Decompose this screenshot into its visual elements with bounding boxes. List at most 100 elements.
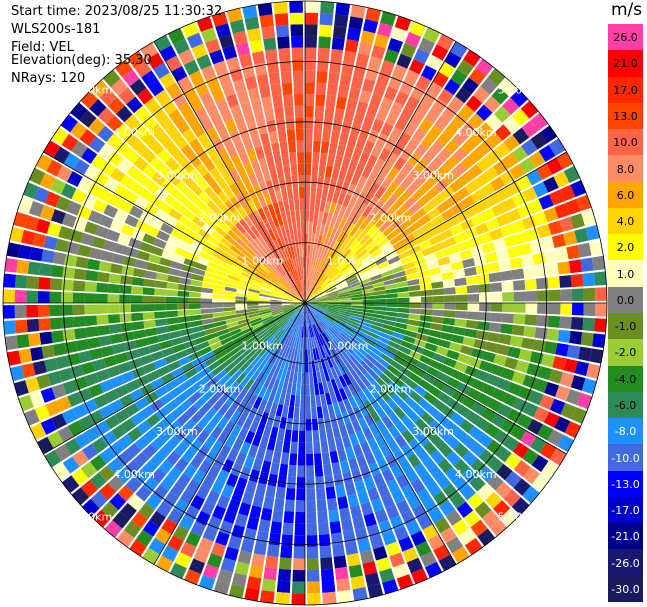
velocity-gate <box>313 310 324 319</box>
velocity-gate <box>327 293 340 299</box>
velocity-gate <box>338 310 351 315</box>
velocity-gate <box>306 511 317 524</box>
velocity-gate <box>186 345 199 355</box>
velocity-gate <box>220 557 236 573</box>
velocity-gate <box>349 315 362 321</box>
velocity-gate <box>348 87 361 101</box>
velocity-gate <box>385 111 399 127</box>
velocity-gate <box>413 207 427 221</box>
velocity-gate <box>261 315 274 322</box>
velocity-gate <box>224 344 237 354</box>
velocity-gate <box>522 466 540 485</box>
velocity-gate <box>470 245 485 257</box>
velocity-gate <box>256 422 266 436</box>
velocity-gate <box>136 420 152 435</box>
velocity-gate <box>272 379 280 392</box>
velocity-gate <box>286 259 293 272</box>
velocity-gate <box>287 310 297 320</box>
range-ring-label: 4.00km <box>455 126 497 139</box>
velocity-gate <box>163 491 179 508</box>
velocity-gate <box>181 264 195 273</box>
velocity-gate <box>124 114 141 131</box>
velocity-gate <box>378 203 390 217</box>
velocity-gate <box>560 289 573 302</box>
velocity-gate <box>46 222 62 237</box>
velocity-gate <box>551 233 566 249</box>
velocity-gate <box>446 536 464 554</box>
velocity-gate <box>286 382 293 395</box>
velocity-gate <box>286 287 297 296</box>
velocity-gate <box>243 363 254 376</box>
velocity-gate <box>443 357 457 369</box>
velocity-gate <box>314 289 325 297</box>
velocity-gate <box>323 118 333 131</box>
velocity-gate <box>429 234 443 246</box>
velocity-gate <box>399 458 413 474</box>
velocity-gate <box>119 313 132 323</box>
velocity-gate <box>566 245 581 260</box>
velocity-gate <box>455 303 468 311</box>
velocity-gate <box>305 303 317 307</box>
velocity-gate <box>160 179 175 194</box>
velocity-gate <box>146 370 161 383</box>
velocity-gate <box>548 369 564 384</box>
velocity-gate <box>209 341 223 351</box>
velocity-gate <box>418 321 432 329</box>
velocity-gate <box>311 283 319 294</box>
velocity-gate <box>385 194 398 208</box>
velocity-gate <box>308 313 314 326</box>
velocity-gate <box>500 508 519 526</box>
velocity-gate <box>257 359 268 372</box>
velocity-gate <box>268 228 277 241</box>
velocity-gate <box>419 354 433 366</box>
velocity-gate <box>49 278 63 291</box>
velocity-gate <box>388 340 401 350</box>
velocity-gate <box>319 429 327 442</box>
velocity-gate <box>261 578 276 592</box>
velocity-gate <box>270 254 280 266</box>
velocity-gate <box>41 249 55 264</box>
velocity-gate <box>236 90 250 105</box>
velocity-gate <box>305 300 317 303</box>
colorbar-segment <box>608 155 643 183</box>
velocity-gate <box>247 242 258 254</box>
velocity-gate <box>3 320 17 335</box>
velocity-gate <box>168 267 182 277</box>
velocity-gate <box>284 321 293 333</box>
velocity-gate <box>136 88 154 105</box>
velocity-gate <box>409 390 423 404</box>
range-ring-label: 1.00km <box>327 340 369 353</box>
velocity-gate <box>448 342 463 353</box>
velocity-gate <box>328 304 340 307</box>
velocity-gate <box>385 307 398 313</box>
velocity-gate <box>442 236 457 248</box>
velocity-gate <box>465 410 481 425</box>
velocity-gate <box>325 313 337 321</box>
velocity-gate <box>443 310 456 318</box>
velocity-gate <box>339 332 351 342</box>
velocity-gate <box>396 317 409 324</box>
velocity-gate <box>521 120 539 138</box>
velocity-gate <box>202 389 215 402</box>
velocity-gate <box>158 459 174 475</box>
velocity-gate <box>513 303 526 313</box>
velocity-gate <box>502 392 518 407</box>
velocity-gate <box>232 335 245 344</box>
colorbar-tick-label: 6.0 <box>616 188 635 202</box>
velocity-gate <box>412 227 426 239</box>
velocity-gate <box>481 383 497 397</box>
velocity-gate <box>368 462 381 477</box>
velocity-gate <box>23 182 39 199</box>
velocity-gate <box>155 406 170 420</box>
velocity-gate <box>330 214 338 227</box>
velocity-gate <box>308 233 312 246</box>
velocity-gate <box>381 415 394 430</box>
velocity-gate <box>191 325 205 334</box>
velocity-gate <box>354 527 369 542</box>
velocity-gate <box>386 229 399 241</box>
velocity-gate <box>277 264 286 275</box>
velocity-gate <box>252 210 263 223</box>
velocity-gate <box>415 447 430 462</box>
velocity-gate <box>291 593 305 605</box>
velocity-gate <box>386 180 400 195</box>
